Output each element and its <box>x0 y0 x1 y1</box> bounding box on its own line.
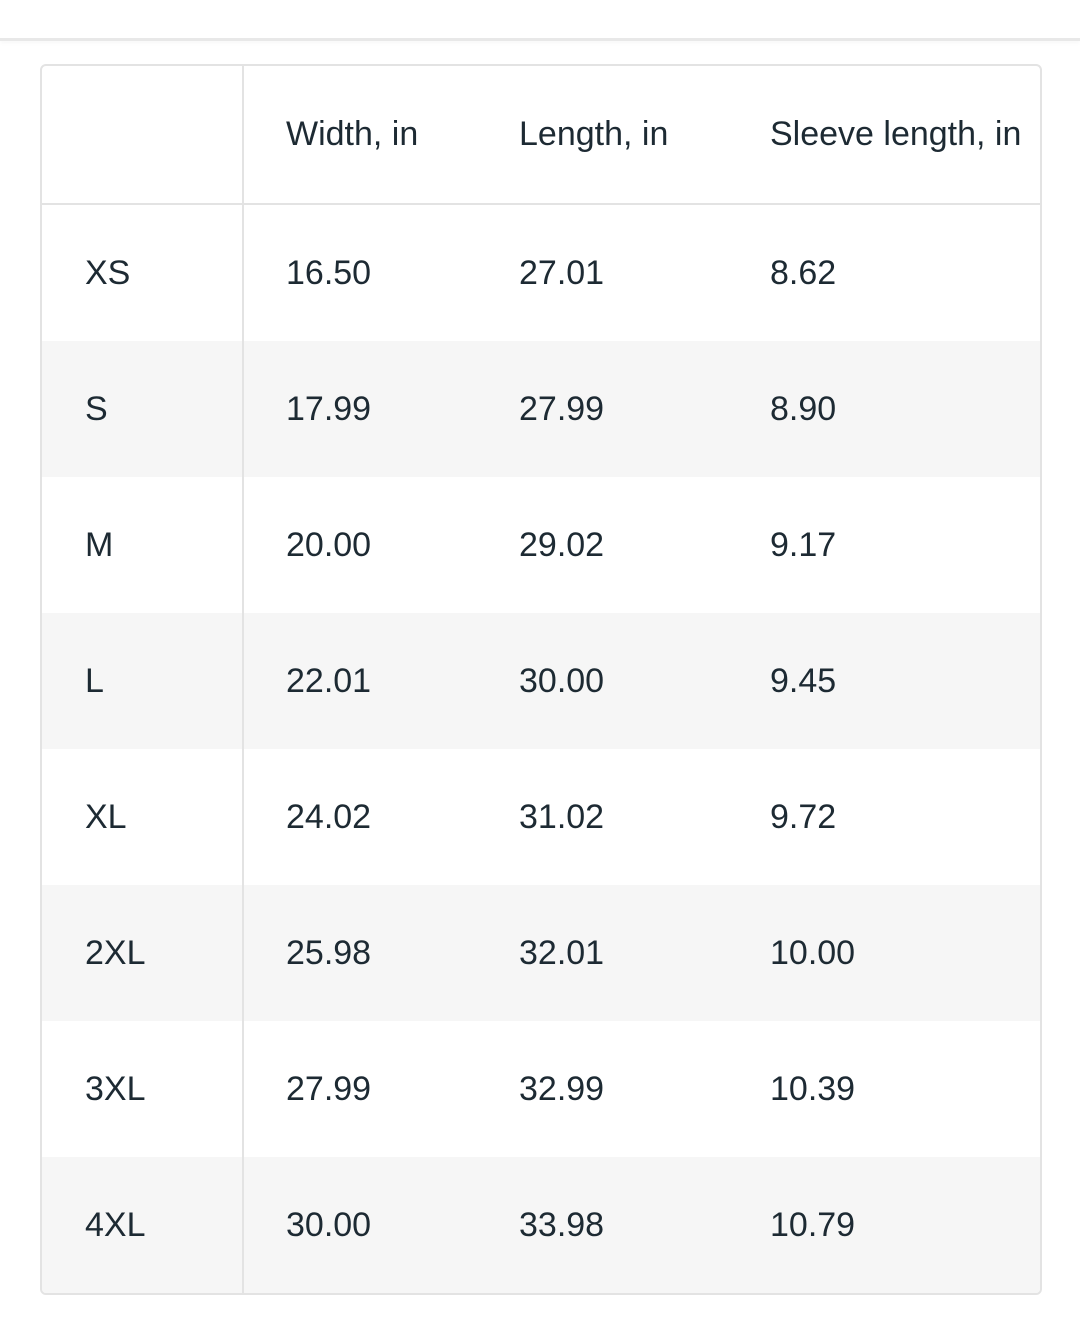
cell-sleeve-length: 9.45 <box>770 613 1040 749</box>
table-row: XL 24.02 31.02 9.72 <box>42 749 1040 885</box>
cell-sleeve-length: 10.00 <box>770 885 1040 1021</box>
table-row: XS 16.50 27.01 8.62 <box>42 204 1040 341</box>
header-sleeve-length: Sleeve length, in <box>770 66 1040 205</box>
size-chart-table: Width, in Length, in Sleeve length, in X… <box>40 64 1042 1295</box>
cell-length: 27.01 <box>519 253 605 292</box>
cell-size: XS <box>42 204 244 341</box>
header-row: Width, in Length, in Sleeve length, in <box>42 66 1040 205</box>
cell-size: 4XL <box>42 1157 244 1293</box>
table-row: 4XL 30.00 33.98 10.79 <box>42 1157 1040 1293</box>
cell-sleeve-length: 9.17 <box>770 525 837 564</box>
cell-size: M <box>42 477 244 613</box>
cell-size: 2XL <box>42 885 244 1021</box>
cell-length: 32.01 <box>519 885 770 1021</box>
header-length: Length, in <box>519 66 770 205</box>
cell-sleeve-length: 10.39 <box>770 1069 856 1108</box>
cell-sleeve-length: 9.72 <box>770 797 837 836</box>
cell-width: 30.00 <box>243 1157 519 1293</box>
cell-length: 30.00 <box>519 613 770 749</box>
cell-sleeve-length: 8.62 <box>770 253 837 292</box>
table-row: M 20.00 29.02 9.17 <box>42 477 1040 613</box>
cell-sleeve-length: 8.90 <box>770 341 1040 477</box>
cell-length: 27.99 <box>519 341 770 477</box>
table-row: 3XL 27.99 32.99 10.39 <box>42 1021 1040 1157</box>
cell-size: 3XL <box>42 1021 244 1157</box>
cell-length: 29.02 <box>519 525 605 564</box>
cell-width: 17.99 <box>243 341 519 477</box>
table-row: L 22.01 30.00 9.45 <box>42 613 1040 749</box>
cell-width: 24.02 <box>286 797 372 836</box>
top-bar <box>0 0 1080 41</box>
cell-length: 31.02 <box>519 797 605 836</box>
header-width: Width, in <box>243 66 519 205</box>
cell-width: 20.00 <box>286 525 372 564</box>
cell-width: 27.99 <box>286 1069 372 1108</box>
cell-size: S <box>42 341 244 477</box>
cell-length: 33.98 <box>519 1157 770 1293</box>
cell-width: 16.50 <box>286 253 372 292</box>
cell-sleeve-length: 10.79 <box>770 1157 1040 1293</box>
cell-length: 32.99 <box>519 1069 605 1108</box>
cell-width: 22.01 <box>243 613 519 749</box>
cell-size: XL <box>42 749 244 885</box>
header-size <box>42 66 244 205</box>
cell-width: 25.98 <box>243 885 519 1021</box>
cell-size: L <box>42 613 244 749</box>
table-row: 2XL 25.98 32.01 10.00 <box>42 885 1040 1021</box>
table-row: S 17.99 27.99 8.90 <box>42 341 1040 477</box>
